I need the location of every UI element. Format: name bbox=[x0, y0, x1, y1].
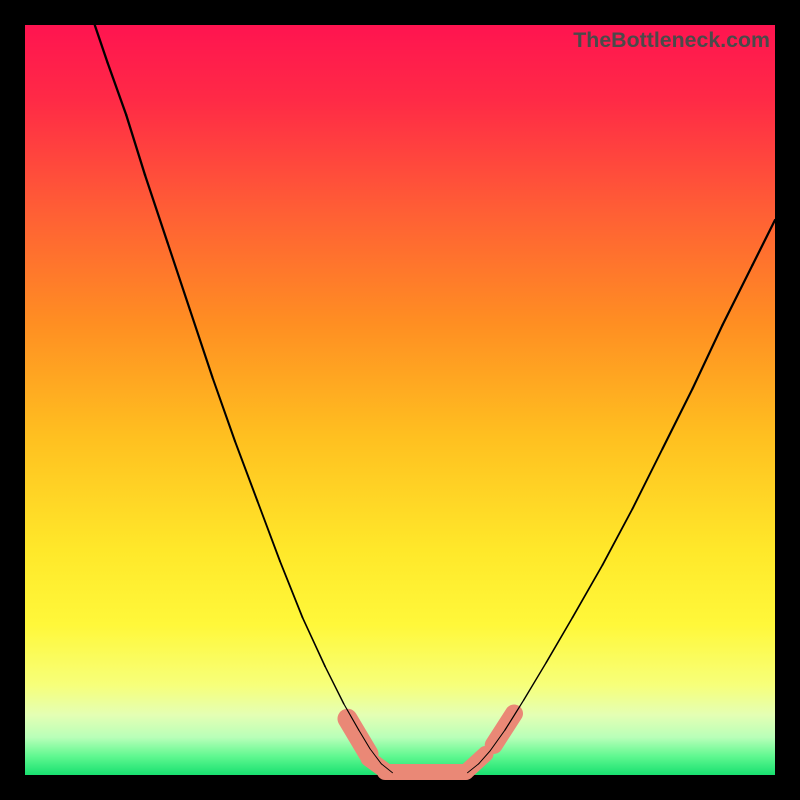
bottleneck-curve-chart bbox=[0, 0, 800, 800]
gradient-background bbox=[25, 25, 775, 775]
watermark-text: TheBottleneck.com bbox=[573, 28, 770, 53]
